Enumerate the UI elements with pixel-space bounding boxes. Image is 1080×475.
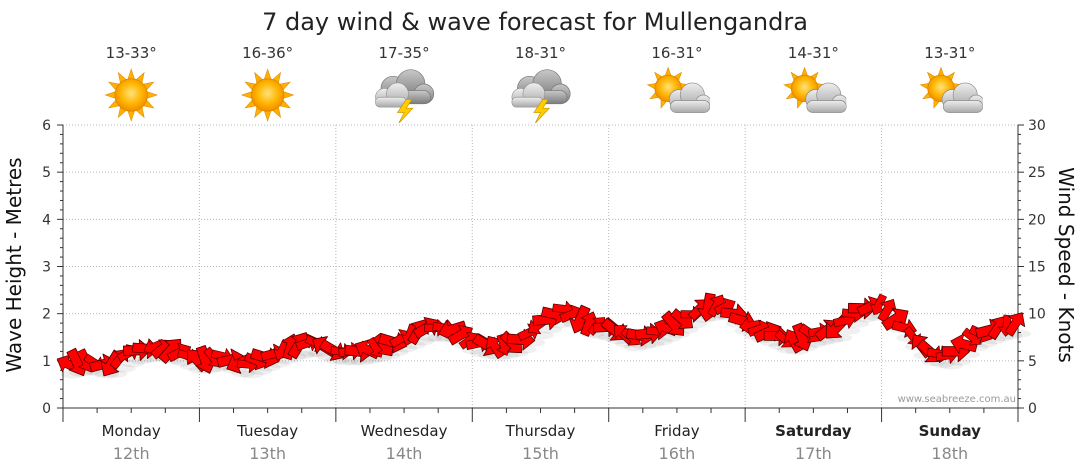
wind-arrow-shadow — [333, 357, 358, 366]
right-tick-label: 30 — [1028, 118, 1046, 134]
chart-title: 7 day wind & wave forecast for Mullengan… — [262, 8, 808, 36]
right-tick-label: 10 — [1028, 307, 1046, 323]
day-temperature: 16-36° — [242, 44, 293, 62]
wind-arrow-shadow — [350, 357, 375, 366]
day-temperature: 13-31° — [924, 44, 975, 62]
day-temperature: 16-31° — [651, 44, 702, 62]
day-date-label: 14th — [386, 444, 423, 463]
wind-arrow-shadow — [342, 357, 367, 366]
right-tick-label: 15 — [1028, 260, 1046, 276]
wind-arrow-shadow — [239, 370, 264, 379]
day-temperature: 13-33° — [106, 44, 157, 62]
day-temperature: 18-31° — [515, 44, 566, 62]
right-tick-label: 0 — [1028, 401, 1037, 417]
wind-arrow — [1004, 312, 1026, 337]
wind-arrow-shadow — [938, 361, 963, 370]
day-date-label: 13th — [249, 444, 286, 463]
left-tick-label: 3 — [42, 260, 51, 276]
watermark: www.seabreeze.com.au — [898, 394, 1016, 405]
day-temperature: 17-35° — [379, 44, 430, 62]
day-name-label: Monday — [102, 422, 161, 440]
day-name-label: Thursday — [505, 422, 576, 440]
storm-icon — [511, 69, 571, 123]
right-tick-label: 20 — [1028, 212, 1046, 228]
chart-axes: 0 1 2 3 4 5 6 0 5 10 15 20 25 30 — [42, 118, 1046, 422]
left-tick-label: 4 — [42, 212, 51, 228]
day-date-label: 16th — [659, 444, 696, 463]
day-name-label: Sunday — [919, 422, 982, 440]
chart-grid — [63, 124, 1018, 408]
day-name-label: Saturday — [775, 422, 852, 440]
day-date-label: 17th — [795, 444, 832, 463]
left-tick-label: 1 — [42, 354, 51, 370]
partly-cloudy-icon — [919, 67, 983, 114]
wind-arrow-shadow — [836, 326, 861, 335]
sun-icon — [104, 68, 158, 122]
x-axis-day-labels: Monday 12th Tuesday 13th Wednesday 14th Thursd… — [102, 422, 982, 463]
wind-arrow — [707, 294, 726, 318]
day-name-label: Friday — [654, 422, 700, 440]
left-tick-label: 5 — [42, 165, 51, 181]
left-tick-label: 6 — [42, 118, 51, 134]
day-date-label: 18th — [931, 444, 968, 463]
left-tick-label: 2 — [42, 307, 51, 323]
right-axis-title: Wind Speed - Knots — [1054, 167, 1078, 363]
right-tick-label: 25 — [1028, 165, 1046, 181]
wind-arrow-series — [56, 292, 1032, 379]
left-axis-title: Wave Height - Metres — [2, 157, 26, 372]
wind-arrow — [881, 308, 909, 331]
day-temperature: 14-31° — [788, 44, 839, 62]
day-name-label: Tuesday — [236, 422, 298, 440]
sun-icon — [241, 68, 294, 122]
partly-cloudy-icon — [646, 67, 710, 114]
wind-arrow-shadow — [418, 333, 443, 342]
day-date-label: 12th — [113, 444, 150, 463]
daily-summary-header: 13-33° 16-36° 17-35° 18-31° 16-31° 14-31° 13-3… — [104, 44, 983, 123]
partly-cloudy-icon — [783, 67, 847, 114]
day-name-label: Wednesday — [361, 422, 448, 440]
wind-arrow-shadow — [120, 359, 145, 368]
day-date-label: 15th — [522, 444, 559, 463]
storm-icon — [375, 69, 435, 123]
left-tick-label: 0 — [42, 401, 51, 417]
right-tick-label: 5 — [1028, 354, 1037, 370]
wind-arrow — [792, 322, 814, 352]
